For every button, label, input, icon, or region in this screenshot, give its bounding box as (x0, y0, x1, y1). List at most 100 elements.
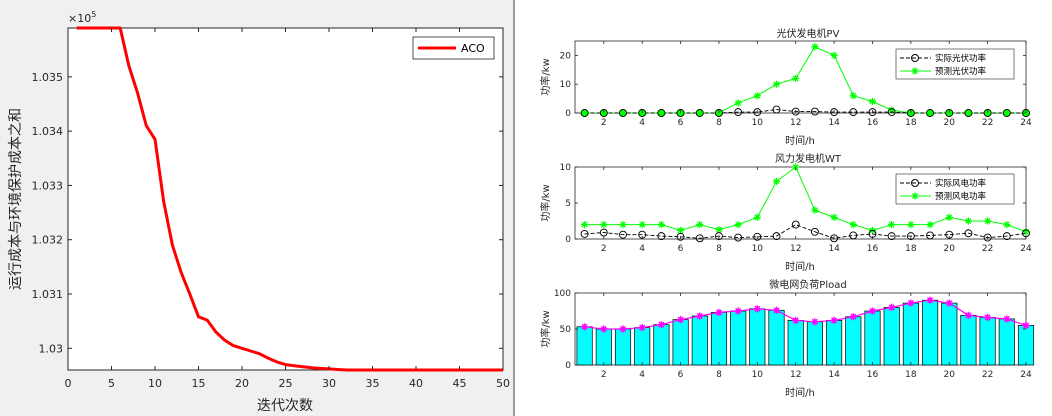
load-bar (576, 326, 593, 366)
pv-y-tick-label: 0 (565, 109, 571, 119)
wt-x-tick-label: 6 (678, 244, 684, 254)
x-tick-label: 15 (192, 377, 206, 390)
pv-actual-point (830, 108, 839, 117)
load-bar (614, 328, 632, 366)
load-bar (998, 318, 1015, 366)
y-tick-label: 1.031 (32, 288, 64, 301)
wt-forecast-point (1003, 221, 1011, 229)
load-bar (960, 314, 977, 366)
wt-x-tick-label: 18 (905, 244, 917, 254)
load-bar (941, 302, 958, 366)
pv-title: 光伏发电机PV (777, 27, 840, 40)
pv-x-tick-label: 22 (982, 118, 993, 128)
load-bar (806, 321, 823, 366)
wt-actual-point (887, 232, 896, 241)
pv-y-label: 功率/kw (539, 58, 552, 95)
wt-actual-point (753, 232, 762, 241)
pv-x-tick-label: 24 (1020, 118, 1032, 128)
wt-actual-point (734, 233, 743, 242)
pv-overlap-point (1002, 109, 1011, 117)
x-tick-label: 25 (279, 377, 293, 390)
pv-x-tick-label: 12 (790, 118, 801, 128)
load-bar (979, 317, 996, 366)
load-bar (672, 319, 689, 366)
load-point-dot (870, 309, 875, 313)
load-x-tick-label: 6 (678, 370, 684, 380)
load-y-label: 功率/kw (539, 310, 552, 347)
pv-x-tick-label: 14 (828, 118, 840, 128)
wt-x-tick-label: 14 (828, 244, 840, 254)
wt-legend-marker-forecast (911, 192, 919, 200)
load-bar (826, 320, 843, 366)
load-point-dot (1004, 316, 1009, 321)
wt-actual-point (676, 232, 685, 241)
pv-overlap-point (657, 109, 666, 117)
load-title: 微电网负荷Pload (769, 278, 846, 291)
y-tick-label: 1.032 (32, 234, 64, 247)
y-tick-label: 1.035 (32, 71, 64, 84)
load-point-dot (620, 327, 625, 331)
load-x-tick-label: 10 (752, 370, 764, 380)
wt-forecast-point (581, 221, 589, 229)
load-y-tick-label: 100 (554, 289, 571, 299)
pv-forecast-point (772, 80, 781, 88)
pv-forecast-point (792, 74, 800, 83)
load-bar (902, 302, 919, 366)
pv-legend-label-actual: 实际光伏功率 (935, 53, 987, 64)
pv-overlap-point (619, 109, 627, 117)
wt-x-tick-label: 12 (790, 244, 801, 254)
exponent-label: ×105 (68, 10, 96, 25)
wt-actual-point (906, 232, 915, 241)
pv-actual-point (849, 108, 858, 117)
load-point-dot (908, 301, 913, 306)
pv-x-label: 时间/h (785, 134, 815, 147)
load-bar (845, 316, 862, 366)
load-bar (653, 324, 670, 366)
pv-forecast-point (849, 92, 857, 100)
wt-actual-point (926, 231, 934, 240)
wt-x-tick-label: 8 (716, 244, 722, 254)
load-point-dot (793, 318, 798, 323)
wt-forecast-point (811, 206, 819, 214)
load-bar (730, 310, 747, 366)
wt-forecast-point (964, 217, 973, 225)
wt-actual-point (695, 234, 704, 243)
load-x-tick-label: 2 (601, 370, 607, 380)
wt-legend-marker-actual (911, 179, 919, 187)
wt-legend-box (895, 173, 1015, 205)
wt-forecast-point (907, 221, 915, 229)
wt-forecast-point (926, 221, 934, 229)
wt-x-tick-label: 2 (601, 244, 607, 254)
pv-forecast-point (734, 99, 742, 107)
pv-overlap-point (926, 109, 934, 117)
x-tick-label: 35 (366, 377, 380, 390)
load-bar (787, 320, 804, 366)
wt-forecast-point (696, 221, 704, 229)
pv-y-tick-label: 20 (560, 51, 572, 61)
pv-forecast-point (811, 43, 819, 51)
wt-actual-point (983, 233, 992, 242)
wt-legend-star-shape (911, 192, 919, 200)
wt-actual-point (791, 220, 800, 229)
pv-x-tick-label: 18 (905, 118, 917, 128)
pv-legend-marker-forecast (911, 67, 919, 75)
y-tick-label: 1.033 (32, 179, 64, 192)
wt-actual-point (810, 227, 819, 236)
load-y-tick-label: 0 (565, 361, 571, 371)
pv-legend-box (895, 48, 1015, 80)
wt-actual-point (1002, 232, 1011, 241)
pv-actual-point (791, 107, 800, 116)
x-tick-label: 30 (322, 377, 336, 390)
pv-actual-point (734, 108, 743, 117)
wt-y-tick-label: 5 (565, 199, 571, 209)
series-line-aco (76, 26, 503, 372)
pv-x-tick-label: 20 (944, 118, 956, 128)
load-point-dot (716, 310, 721, 315)
wt-legend-label-actual: 实际风电功率 (935, 178, 987, 189)
pv-actual-point (810, 107, 819, 116)
iteration-chart: 0 5 10 15 20 25 30 35 40 45 50 1.03 1.031 1.032 1.033 1… (8, 10, 510, 414)
exponent-power: 5 (91, 10, 96, 19)
load-point-dot (947, 301, 952, 306)
wt-forecast-point (945, 213, 953, 221)
